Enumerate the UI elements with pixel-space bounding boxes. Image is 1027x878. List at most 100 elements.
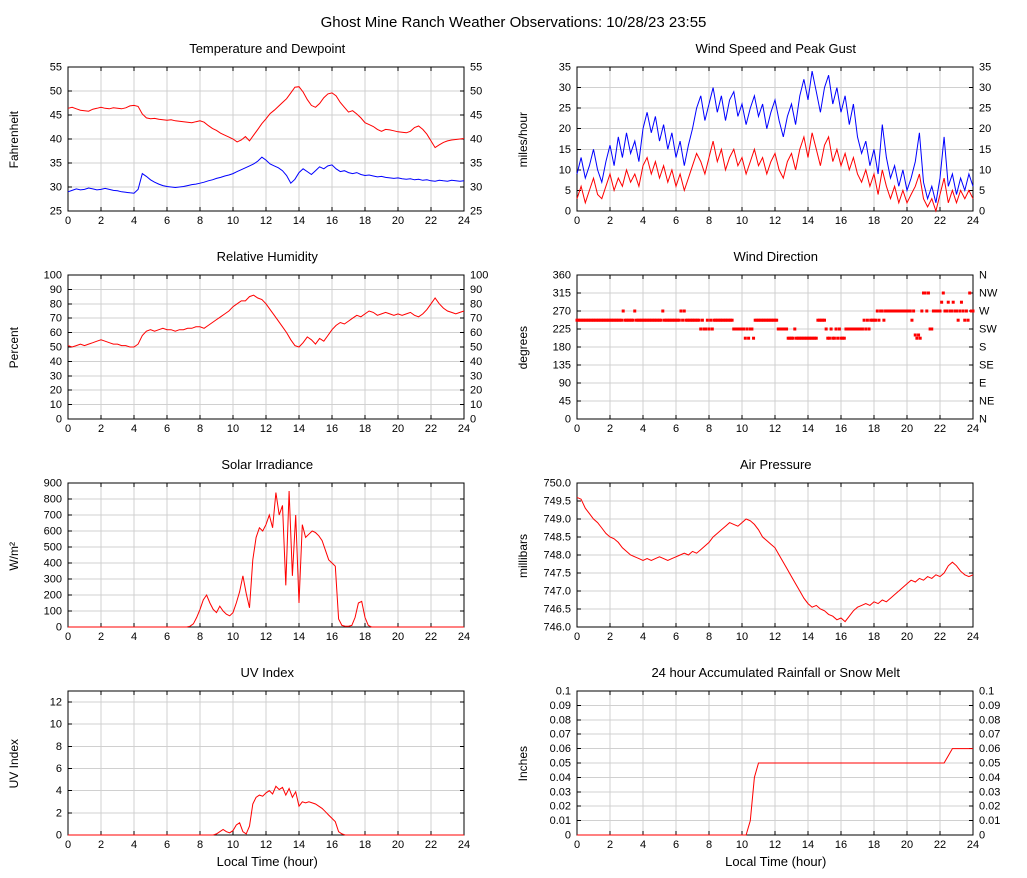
svg-text:8: 8	[197, 423, 203, 435]
svg-text:20: 20	[392, 631, 404, 643]
svg-text:45: 45	[470, 110, 482, 122]
svg-text:0: 0	[65, 423, 71, 435]
svg-text:20: 20	[392, 423, 404, 435]
y-axis-label-wrap: Inches	[515, 683, 531, 855]
svg-text:300: 300	[44, 574, 62, 586]
x-axis-label	[515, 647, 1022, 663]
svg-text:12: 12	[768, 631, 780, 643]
svg-text:0.04: 0.04	[549, 772, 570, 784]
plot-solar-irradiance: 0 2 4 6 8 10 12 14 16 18 20 22 240100200300400500600…	[44, 478, 470, 644]
svg-text:6: 6	[164, 839, 170, 851]
svg-text:22: 22	[425, 215, 437, 227]
chart-body: millibars 0 2 4 6 8 10 12 14 16 18 20 22 24 746.0 746.…	[515, 475, 1022, 647]
svg-text:10: 10	[735, 631, 747, 643]
svg-text:24: 24	[458, 631, 470, 643]
svg-text:12: 12	[50, 697, 62, 709]
svg-text:10: 10	[227, 839, 239, 851]
svg-text:2: 2	[98, 423, 104, 435]
chart-wind-direction: Wind Direction degrees 0 2 4 6 8 10 12 14 16 18 20…	[515, 247, 1022, 455]
svg-text:0: 0	[65, 631, 71, 643]
x-axis-label	[6, 439, 513, 455]
svg-text:22: 22	[425, 631, 437, 643]
svg-text:749.5: 749.5	[543, 496, 571, 508]
svg-text:0: 0	[65, 215, 71, 227]
svg-text:0.08: 0.08	[979, 714, 1000, 726]
svg-text:4: 4	[131, 215, 137, 227]
svg-text:20: 20	[900, 631, 912, 643]
svg-text:18: 18	[359, 631, 371, 643]
svg-text:500: 500	[44, 542, 62, 554]
svg-text:746.0: 746.0	[543, 622, 571, 634]
chart-title-uv-index: UV Index	[240, 665, 294, 680]
svg-text:8: 8	[705, 839, 711, 851]
svg-text:22: 22	[933, 215, 945, 227]
svg-text:0.07: 0.07	[979, 729, 1000, 741]
chart-title-wind-speed-gust: Wind Speed and Peak Gust	[695, 41, 856, 56]
y-axis-label-wrap: UV Index	[6, 683, 22, 855]
svg-text:40: 40	[470, 134, 482, 146]
y-axis-label-fahrenheit: Fahrenheit	[7, 111, 21, 169]
svg-text:25: 25	[50, 206, 62, 218]
svg-text:0: 0	[979, 206, 985, 218]
svg-text:22: 22	[425, 423, 437, 435]
svg-text:20: 20	[558, 123, 570, 135]
svg-text:747.5: 747.5	[543, 568, 571, 580]
svg-text:8: 8	[197, 839, 203, 851]
svg-text:4: 4	[639, 839, 645, 851]
x-axis-label	[515, 231, 1022, 247]
svg-text:W: W	[979, 306, 990, 318]
svg-text:315: 315	[552, 288, 570, 300]
svg-text:80: 80	[50, 298, 62, 310]
svg-text:10: 10	[50, 399, 62, 411]
svg-text:12: 12	[768, 839, 780, 851]
svg-text:45: 45	[50, 110, 62, 122]
svg-text:40: 40	[50, 134, 62, 146]
y-axis-label-millibars: millibars	[515, 533, 530, 578]
svg-text:0.04: 0.04	[979, 772, 1000, 784]
svg-text:4: 4	[639, 215, 645, 227]
svg-text:60: 60	[470, 327, 482, 339]
svg-text:0.09: 0.09	[979, 700, 1000, 712]
svg-text:55: 55	[470, 62, 482, 74]
svg-text:18: 18	[867, 215, 879, 227]
chart-rainfall: 24 hour Accumulated Rainfall or Snow Mel…	[515, 663, 1022, 871]
svg-text:10: 10	[227, 215, 239, 227]
svg-text:700: 700	[44, 510, 62, 522]
chart-body: degrees 0 2 4 6 8 10 12 14 16 18 20 22 24 0 N 45 NE 90 E 13…	[515, 267, 1022, 439]
chart-body: UV Index 0 2 4 6 8 10 12 14 16 18 20 22 24 0 2 4 6 8 10 12	[6, 683, 513, 855]
chart-body: Percent 0 2 4 6 8 10 12 14 16 18 20 22 24 0 0 10 10 20 20 3…	[6, 267, 513, 439]
svg-text:60: 60	[50, 327, 62, 339]
svg-text:50: 50	[50, 86, 62, 98]
svg-text:20: 20	[900, 423, 912, 435]
svg-text:0: 0	[56, 830, 62, 842]
svg-text:900: 900	[44, 478, 62, 490]
svg-text:100: 100	[44, 606, 62, 618]
svg-text:22: 22	[425, 839, 437, 851]
svg-text:18: 18	[359, 215, 371, 227]
svg-text:50: 50	[50, 342, 62, 354]
svg-text:20: 20	[470, 385, 482, 397]
svg-text:4: 4	[56, 785, 62, 797]
chart-body: Fahrenheit 0 2 4 6 8 10 12 14 16 18 20 22 24 25 25 30 30…	[6, 59, 513, 231]
svg-text:4: 4	[639, 423, 645, 435]
svg-text:80: 80	[470, 298, 482, 310]
svg-text:0.1: 0.1	[555, 686, 570, 698]
svg-text:10: 10	[470, 399, 482, 411]
x-axis-label-local-time: Local Time (hour)	[725, 854, 827, 869]
svg-text:0: 0	[564, 414, 570, 426]
svg-text:30: 30	[979, 82, 991, 94]
svg-text:10: 10	[558, 164, 570, 176]
svg-text:16: 16	[326, 631, 338, 643]
svg-text:30: 30	[470, 182, 482, 194]
svg-text:10: 10	[50, 719, 62, 731]
svg-text:35: 35	[979, 62, 991, 74]
svg-text:70: 70	[470, 313, 482, 325]
svg-text:45: 45	[558, 396, 570, 408]
svg-text:0: 0	[564, 830, 570, 842]
svg-text:24: 24	[966, 423, 978, 435]
